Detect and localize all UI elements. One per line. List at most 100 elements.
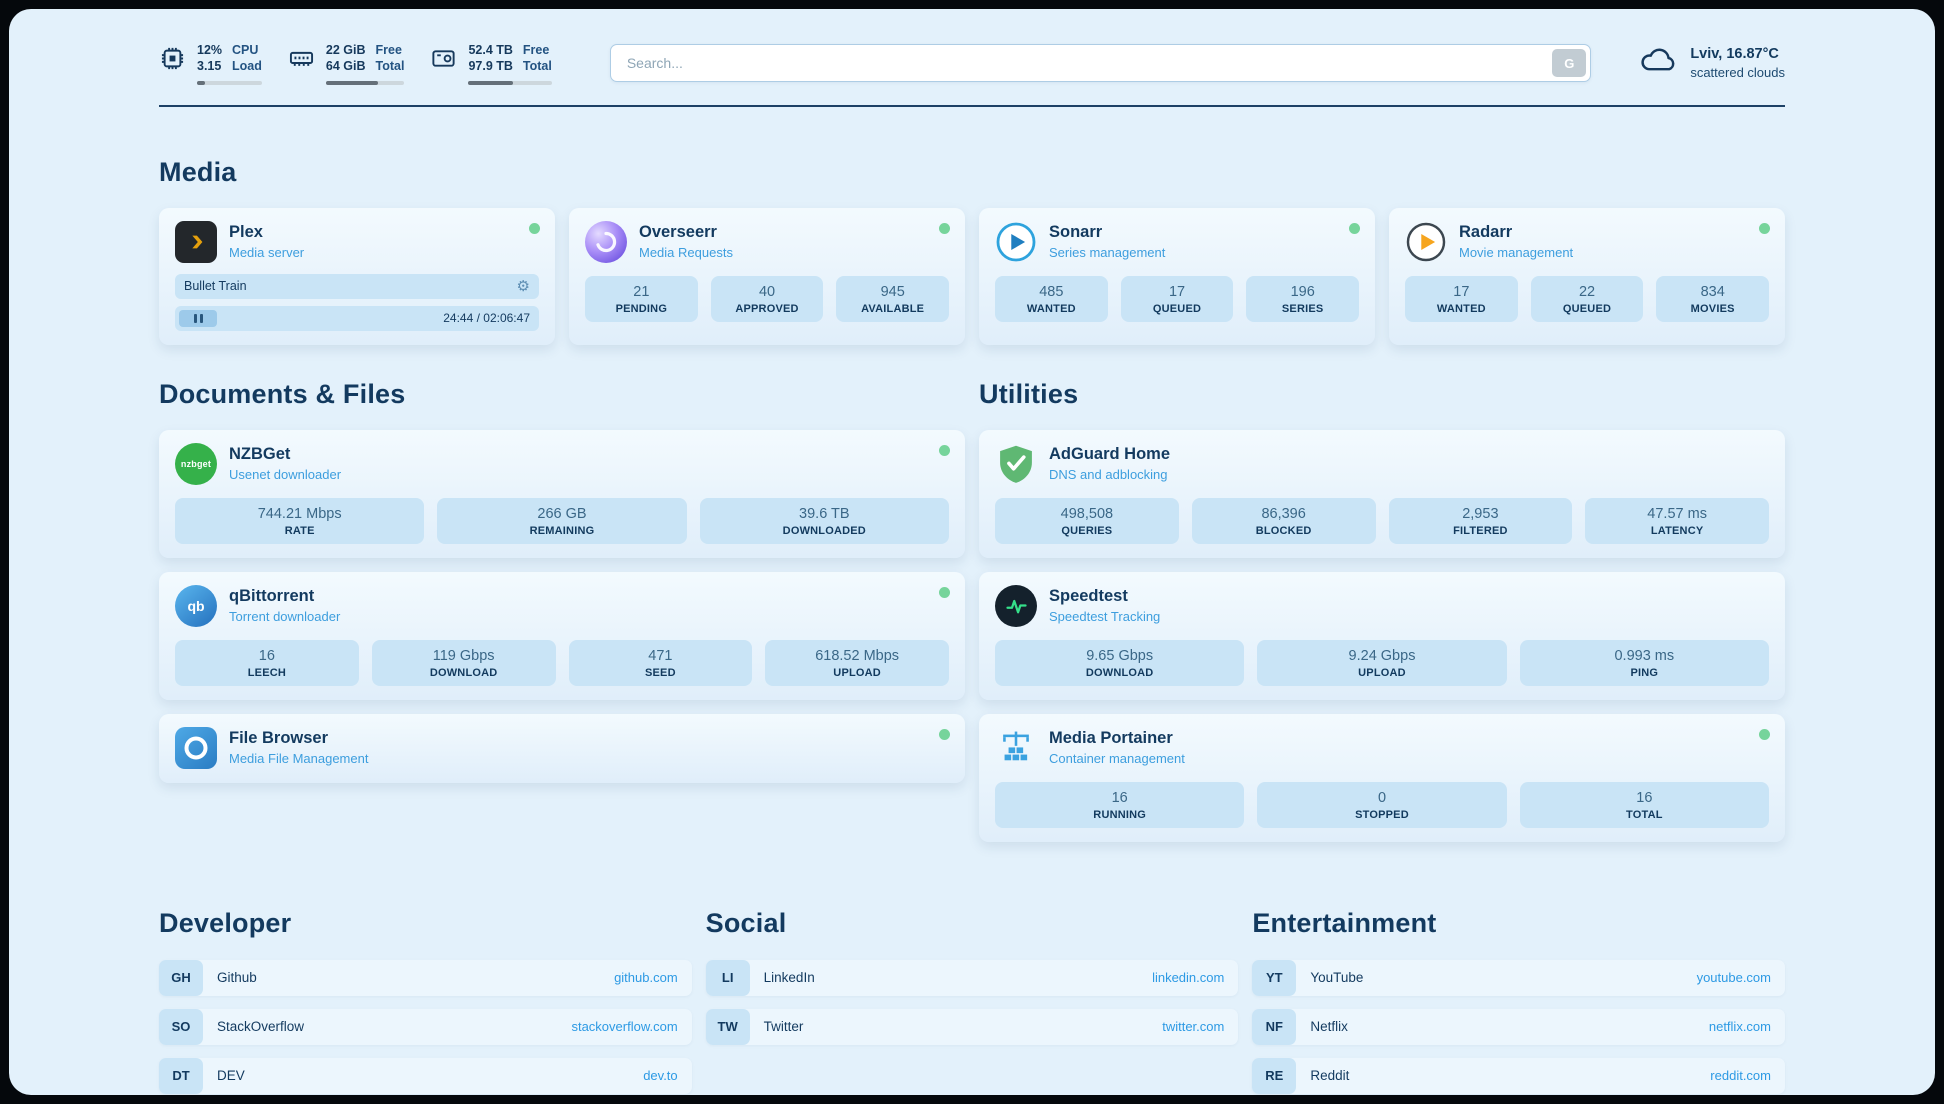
stat-label: APPROVED: [735, 302, 799, 315]
bookmark-url: github.com: [614, 970, 678, 986]
bookmarks-area: Developer GH Github github.com SO StackO…: [159, 908, 1785, 1095]
bookmark-youtube[interactable]: YT YouTube youtube.com: [1252, 959, 1785, 996]
app-name: AdGuard Home: [1049, 445, 1171, 464]
app-card-overseerr[interactable]: Overseerr Media Requests 21 PENDING 40 A…: [569, 207, 965, 345]
app-subtitle: Media server: [229, 245, 305, 261]
stat-label: DOWNLOADED: [782, 524, 866, 537]
stat-box: 498,508 QUERIES: [995, 497, 1179, 544]
disk-monitor: 52.4 TB 97.9 TB Free Total: [430, 43, 552, 87]
app-card-media-portainer[interactable]: Media Portainer Container management 16 …: [979, 713, 1785, 842]
stat-box: 40 APPROVED: [710, 275, 824, 322]
app-card-adguard-home[interactable]: AdGuard Home DNS and adblocking 498,508 …: [979, 429, 1785, 558]
bookmark-label: DEV: [217, 1068, 245, 1084]
stats-row: 498,508 QUERIES 86,396 BLOCKED 2,953 FIL…: [995, 497, 1769, 544]
stat-label: SERIES: [1281, 302, 1324, 315]
stat-value: 40: [758, 283, 776, 300]
section-title-developer: Developer: [159, 907, 292, 938]
cloud-icon: [1637, 44, 1679, 81]
app-subtitle: Speedtest Tracking: [1049, 609, 1161, 625]
weather-widget: Lviv, 16.87°C scattered clouds: [1637, 44, 1785, 81]
app-name: Overseerr: [639, 223, 717, 242]
bookmark-linkedin[interactable]: LI LinkedIn linkedin.com: [705, 959, 1239, 996]
app-subtitle: DNS and adblocking: [1049, 467, 1168, 483]
stat-box: 22 QUEUED: [1530, 275, 1644, 322]
section-title-utilities: Utilities: [979, 378, 1079, 409]
portainer-crane-icon: [995, 727, 1037, 769]
bookmark-netflix[interactable]: NF Netflix netflix.com: [1252, 1008, 1785, 1045]
bookmark-label: Twitter: [763, 1019, 804, 1035]
documents-column: Documents & Files nzbget NZBGet Usenet d…: [159, 379, 965, 797]
stat-box: 119 Gbps DOWNLOAD: [371, 639, 556, 686]
card-header: qb qBittorrent Torrent downloader: [175, 584, 949, 627]
section-title-media: Media: [159, 156, 237, 187]
stat-value: 485: [1039, 283, 1064, 300]
stat-label: STOPPED: [1355, 808, 1409, 821]
stat-box: 86,396 BLOCKED: [1191, 497, 1376, 544]
stat-value: 39.6 TB: [799, 505, 850, 522]
card-header: File Browser Media File Management: [175, 726, 949, 769]
app-subtitle: Movie management: [1459, 245, 1574, 261]
app-card-nzbget[interactable]: nzbget NZBGet Usenet downloader 744.21 M…: [159, 429, 965, 558]
search-input[interactable]: [609, 44, 1592, 82]
card-header: Media Portainer Container management: [995, 727, 1769, 769]
nzbget-icon: nzbget: [175, 442, 217, 485]
adguard-shield-icon: [995, 443, 1037, 485]
stat-label: UPLOAD: [833, 666, 881, 679]
app-card-plex[interactable]: Plex Media server Bullet Train ⚙ 24:44 /…: [159, 207, 555, 345]
status-online-dot: [939, 222, 950, 234]
bookmark-github[interactable]: GH Github github.com: [159, 959, 692, 996]
bookmark-dev[interactable]: DT DEV dev.to: [159, 1057, 692, 1094]
app-card-qbittorrent[interactable]: qb qBittorrent Torrent downloader 16 LEE…: [159, 571, 965, 700]
status-online-dot: [939, 728, 950, 740]
app-name: Plex: [229, 223, 263, 242]
ram-total-label: Total: [375, 59, 405, 74]
bookmarks-developer: Developer GH Github github.com SO StackO…: [159, 908, 692, 1095]
stat-value: 47.57 ms: [1647, 505, 1707, 522]
pause-button[interactable]: [179, 309, 217, 327]
bookmark-twitter[interactable]: TW Twitter twitter.com: [705, 1008, 1239, 1045]
ram-free-label: Free: [375, 43, 402, 57]
stat-value: 196: [1290, 283, 1315, 300]
bookmark-stackoverflow[interactable]: SO StackOverflow stackoverflow.com: [159, 1008, 692, 1045]
stat-value: 119 Gbps: [432, 647, 495, 664]
app-card-file-browser[interactable]: File Browser Media File Management: [159, 713, 965, 783]
bookmark-reddit[interactable]: RE Reddit reddit.com: [1252, 1057, 1785, 1094]
stat-box: 618.52 Mbps UPLOAD: [765, 639, 949, 686]
search-engine-button[interactable]: G: [1552, 49, 1587, 77]
app-card-radarr[interactable]: Radarr Movie management 17 WANTED 22 QUE…: [1389, 207, 1785, 345]
stat-box: 2,953 FILTERED: [1388, 497, 1573, 544]
hard-drive-icon: [430, 45, 458, 72]
stat-value: 16: [258, 647, 275, 664]
card-header: Plex Media server: [175, 220, 539, 263]
bookmark-abbr: DT: [159, 1057, 203, 1094]
stat-label: LEECH: [247, 666, 287, 679]
bookmark-abbr: YT: [1252, 959, 1297, 996]
app-subtitle: Torrent downloader: [229, 609, 341, 625]
stat-value: 834: [1700, 283, 1725, 300]
stat-value: 266 GB: [537, 505, 587, 522]
stat-label: TOTAL: [1625, 808, 1663, 821]
stat-box: 945 AVAILABLE: [836, 275, 950, 322]
status-online-dot: [529, 222, 540, 234]
status-online-dot: [939, 444, 950, 456]
status-online-dot: [1759, 222, 1770, 234]
ram-icon: [288, 45, 316, 72]
speedtest-icon: [995, 584, 1037, 627]
stat-label: SEED: [644, 666, 676, 679]
app-card-speedtest[interactable]: Speedtest Speedtest Tracking 9.65 Gbps D…: [979, 571, 1785, 700]
stats-row: 16 LEECH 119 Gbps DOWNLOAD 471 SEED 61: [175, 639, 949, 686]
content-wrapper: 12% 3.15 CPU Load: [159, 9, 1785, 1095]
gear-icon[interactable]: ⚙: [516, 277, 530, 295]
bookmark-url: linkedin.com: [1152, 970, 1225, 986]
stat-label: MOVIES: [1690, 302, 1735, 315]
stat-label: DOWNLOAD: [1085, 666, 1154, 679]
stat-label: BLOCKED: [1255, 524, 1312, 537]
section-title-social: Social: [705, 907, 787, 938]
stats-row: 16 RUNNING 0 STOPPED 16 TOTAL: [995, 781, 1769, 828]
app-name: File Browser: [229, 729, 329, 748]
stat-label: QUERIES: [1061, 524, 1113, 537]
app-card-sonarr[interactable]: Sonarr Series management 485 WANTED 17 Q…: [979, 207, 1375, 345]
card-header: Overseerr Media Requests: [585, 220, 949, 263]
stat-value: 9.65 Gbps: [1086, 647, 1154, 664]
stats-row: 9.65 Gbps DOWNLOAD 9.24 Gbps UPLOAD 0.99…: [995, 639, 1769, 686]
